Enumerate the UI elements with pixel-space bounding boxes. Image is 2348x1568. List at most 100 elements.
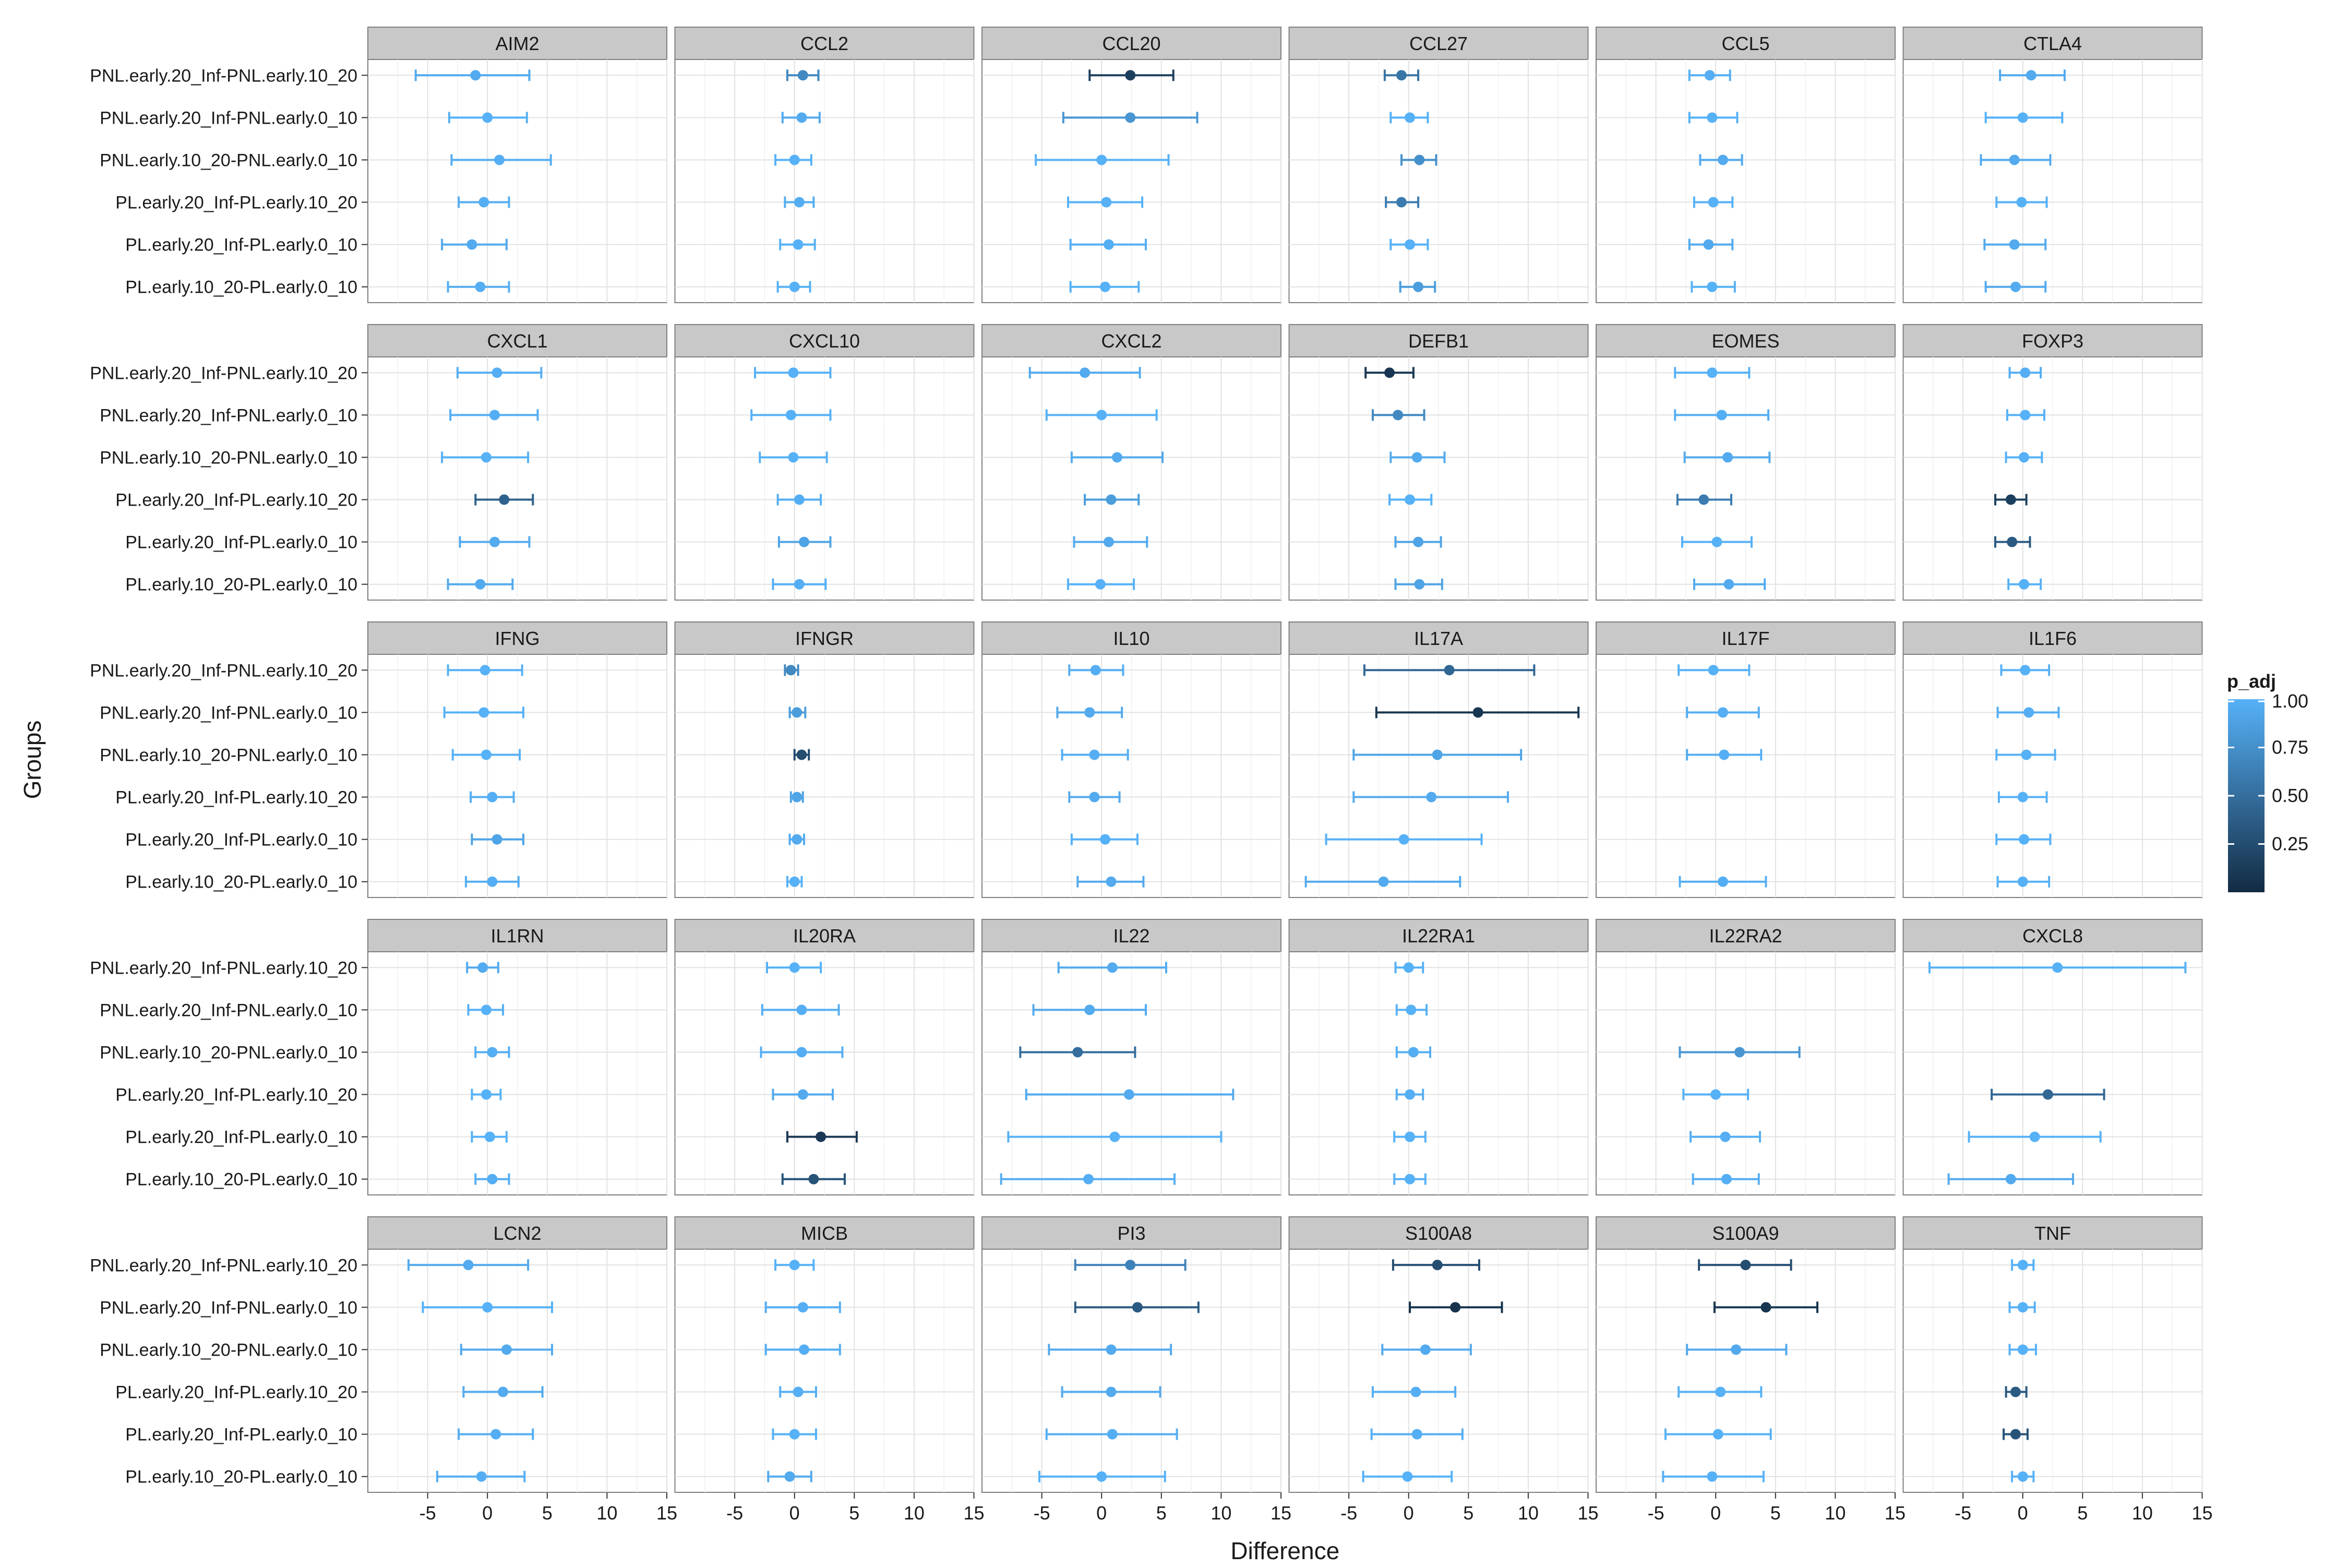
data-point xyxy=(1712,1429,1723,1440)
panel-title: LCN2 xyxy=(493,1223,541,1244)
data-point xyxy=(1084,707,1095,718)
panel-il20ra: IL20RA xyxy=(674,919,975,1195)
data-point-group xyxy=(1408,1301,1503,1313)
data-point-group xyxy=(1698,1259,1792,1271)
data-point-group xyxy=(451,749,521,761)
data-point xyxy=(1095,579,1106,590)
x-tick-label: 0 xyxy=(2018,1502,2028,1524)
panel-title: TNF xyxy=(2034,1223,2071,1244)
data-point xyxy=(788,367,799,378)
data-point-group xyxy=(767,1470,812,1482)
panel-title: MICB xyxy=(801,1223,848,1244)
panel-strip xyxy=(1288,621,1589,655)
data-point-group xyxy=(1980,154,2052,166)
data-point xyxy=(478,707,489,718)
data-point xyxy=(1398,834,1409,845)
data-point xyxy=(2020,367,2031,378)
data-point-group xyxy=(1038,1470,1166,1482)
data-point xyxy=(489,536,500,547)
data-point xyxy=(1100,834,1111,845)
data-point xyxy=(499,494,510,505)
data-point-group xyxy=(456,367,543,379)
data-point xyxy=(799,1344,810,1355)
y-tick-label: PNL.early.20_Inf-PNL.early.10_20 xyxy=(90,363,357,383)
y-tick-label: PNL.early.10_20-PNL.early.0_10 xyxy=(100,745,357,765)
panel-title: IL22RA1 xyxy=(1402,925,1475,947)
data-point xyxy=(1396,70,1407,81)
x-tick-label: 0 xyxy=(789,1502,800,1524)
data-point xyxy=(796,749,807,760)
panel-title: IL10 xyxy=(1113,628,1149,649)
gridlines xyxy=(368,654,667,897)
data-point-group xyxy=(474,1046,510,1058)
data-point-group xyxy=(1389,451,1446,463)
panel-il22ra2: IL22RA2 xyxy=(1596,919,1896,1195)
data-point xyxy=(789,876,800,887)
data-point xyxy=(470,70,481,81)
data-point-group xyxy=(1363,664,1536,676)
data-point-group xyxy=(781,1173,846,1185)
minor-gridlines xyxy=(397,952,638,1195)
panel-strip xyxy=(981,324,1281,357)
minor-gridlines xyxy=(1011,59,1252,303)
data-point xyxy=(2017,112,2028,123)
legend-tick-label: 0.75 xyxy=(2272,737,2308,758)
data-point xyxy=(1123,1089,1134,1100)
data-point-group xyxy=(1068,664,1124,676)
y-axis-title: Groups xyxy=(19,721,46,799)
data-point-group xyxy=(1983,238,2047,250)
data-point-group xyxy=(458,1428,534,1440)
data-point-group xyxy=(2008,1301,2036,1313)
data-point-group xyxy=(422,1301,553,1313)
data-point xyxy=(2042,1089,2053,1100)
panel-title: CCL5 xyxy=(1721,33,1769,54)
x-tick-label: 5 xyxy=(2077,1502,2088,1524)
panel-strip xyxy=(367,27,667,60)
gridlines xyxy=(1903,357,2203,600)
data-point-group xyxy=(1074,1301,1200,1313)
minor-gridlines xyxy=(1625,654,1866,897)
gridlines xyxy=(1289,59,1589,303)
y-tick-label: PL.early.20_Inf-PL.early.0_10 xyxy=(125,1425,357,1445)
data-point xyxy=(1107,962,1118,973)
legend-tick-label: 1.00 xyxy=(2272,690,2308,712)
data-point-group xyxy=(1688,238,1734,250)
data-point xyxy=(794,579,805,590)
data-point-group xyxy=(2006,409,2045,421)
data-point-group xyxy=(1073,536,1148,548)
data-point-group xyxy=(1997,791,2048,803)
data-point-group xyxy=(471,833,524,845)
data-point xyxy=(2017,1344,2028,1355)
data-point-group xyxy=(1388,494,1433,506)
data-point xyxy=(475,281,486,292)
data-point-group xyxy=(1995,749,2056,761)
data-point-group xyxy=(2005,451,2043,463)
panel-il1f6: IL1F6 xyxy=(1902,621,2203,898)
data-point-group xyxy=(772,1428,817,1440)
minor-gridlines xyxy=(1933,357,2173,600)
data-point xyxy=(1723,579,1734,590)
data-point-group xyxy=(1991,1088,2105,1100)
panel-strip xyxy=(1288,1216,1589,1250)
data-point xyxy=(789,281,800,292)
data-point-group xyxy=(776,494,822,506)
data-point xyxy=(1089,749,1100,760)
y-tick-label: PNL.early.20_Inf-PNL.early.0_10 xyxy=(100,703,357,723)
data-point xyxy=(2021,749,2032,760)
x-tick-label: 5 xyxy=(849,1502,859,1524)
data-point-group xyxy=(1028,367,1141,379)
data-point xyxy=(1717,707,1728,718)
gridlines xyxy=(1289,952,1589,1195)
data-point-group xyxy=(1364,367,1415,379)
panel-lcn2: LCN2 PNL.early.20_Inf-PNL.early.10_20 PNL.… xyxy=(90,1216,677,1524)
panel-cxcl2: CXCL2 xyxy=(981,324,1281,601)
data-point xyxy=(1722,452,1733,463)
data-point-group xyxy=(1947,1173,2074,1185)
data-point xyxy=(789,1260,800,1271)
x-tick-label: 15 xyxy=(1885,1502,1906,1524)
minor-gridlines xyxy=(1011,654,1252,897)
data-point-group xyxy=(466,962,499,974)
data-point xyxy=(796,112,807,123)
panel-title: IL22RA2 xyxy=(1709,925,1782,947)
data-point xyxy=(1404,1174,1415,1184)
